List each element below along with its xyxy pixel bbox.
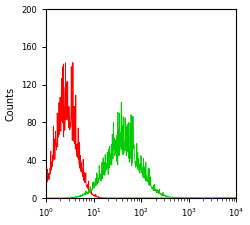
Y-axis label: Counts: Counts (6, 86, 16, 121)
